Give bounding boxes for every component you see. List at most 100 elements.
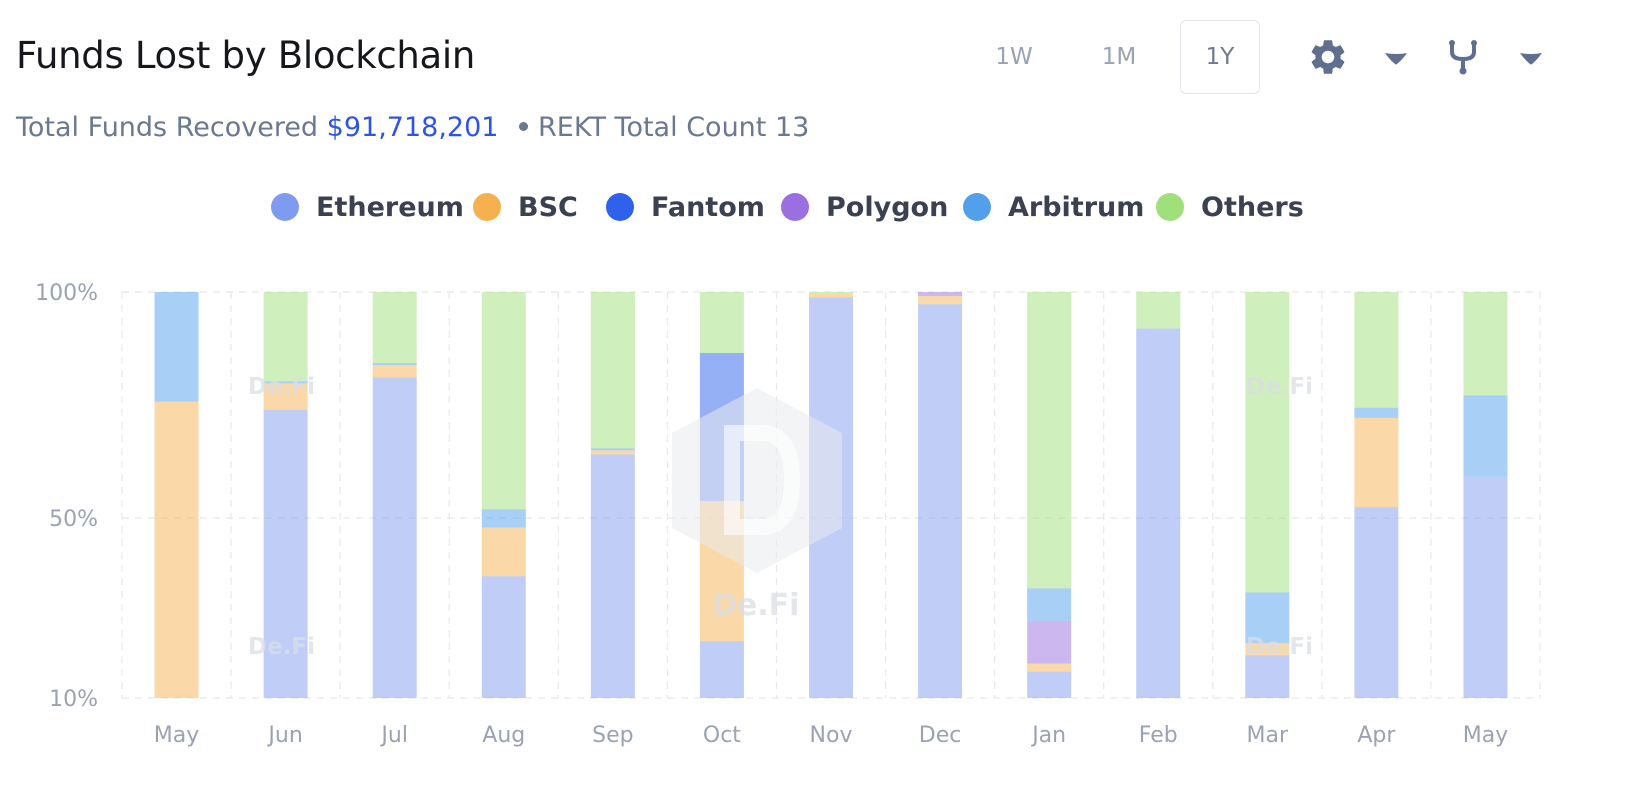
bar-segment-others: [809, 292, 853, 294]
legend-label: Others: [1201, 191, 1304, 223]
legend-item-others[interactable]: Others: [1156, 187, 1304, 227]
gear-icon: [1311, 40, 1345, 74]
x-tick-label: Dec: [919, 723, 962, 748]
fork-icon: [1449, 40, 1477, 75]
y-tick-label: 100%: [35, 281, 98, 306]
bar-segment-others: [481, 292, 526, 510]
chart-type-button[interactable]: [1447, 40, 1479, 80]
range-1w-button[interactable]: 1W: [995, 44, 1033, 70]
watermark-text: De.Fi: [248, 374, 315, 400]
legend-label: Fantom: [651, 191, 765, 223]
bar-segment-others: [1463, 292, 1508, 396]
legend-label: Arbitrum: [1008, 191, 1145, 223]
x-tick-label: Jul: [379, 723, 408, 748]
bar-segment-ethereum: [1463, 476, 1508, 698]
bar-segment-others: [590, 292, 635, 449]
x-tick-label: Aug: [482, 723, 525, 748]
watermark-logo: [672, 388, 842, 573]
bar-segment-others: [1354, 292, 1399, 408]
x-tick-label: Jan: [1030, 723, 1066, 748]
legend-label: Polygon: [826, 191, 949, 223]
bar-segment-others: [699, 292, 744, 353]
x-tick-label: Oct: [703, 723, 741, 748]
legend-item-arbitrum[interactable]: Arbitrum: [963, 187, 1144, 227]
bar-segment-arbitrum: [590, 448, 635, 451]
legend-swatch: [781, 193, 809, 221]
settings-button[interactable]: [1307, 36, 1349, 82]
bar-segment-bsc: [1354, 417, 1399, 508]
legend-swatch: [473, 193, 501, 221]
x-tick-label: May: [1463, 723, 1508, 748]
watermark-text: De.Fi: [248, 634, 315, 660]
bar-segment-bsc: [809, 293, 853, 298]
bar-segment-bsc: [1027, 663, 1072, 672]
legend-swatch: [271, 193, 299, 221]
legend-item-bsc[interactable]: BSC: [473, 187, 578, 227]
bar-segment-others: [1136, 292, 1181, 329]
x-tick-label: Jun: [266, 723, 302, 748]
range-1y-button[interactable]: 1Y: [1180, 20, 1260, 94]
chart-type-menu-button[interactable]: [1519, 50, 1543, 69]
bar-segment-ethereum: [918, 304, 963, 698]
bar-segment-ethereum: [1027, 671, 1072, 698]
bar-segment-arbitrum: [1354, 407, 1399, 418]
bar-segment-polygon: [918, 292, 963, 297]
y-tick-label: 50%: [49, 507, 98, 532]
bar-segment-arbitrum: [154, 292, 199, 402]
bar-segment-arbitrum: [481, 509, 526, 528]
bar-segment-bsc: [590, 450, 635, 455]
legend-item-ethereum[interactable]: Ethereum: [271, 187, 464, 227]
legend-swatch: [963, 193, 991, 221]
legend-swatch: [606, 193, 634, 221]
watermark-text: De.Fi: [712, 588, 799, 623]
watermark-text: De.Fi: [1246, 374, 1313, 400]
bar-segment-ethereum: [1245, 655, 1290, 698]
bar-segment-bsc: [918, 296, 963, 305]
watermark-text: De.Fi: [1246, 634, 1313, 660]
bar-segment-arbitrum: [263, 381, 308, 384]
legend-item-polygon[interactable]: Polygon: [781, 187, 948, 227]
bar-segment-ethereum: [1354, 507, 1399, 698]
page-title: Funds Lost by Blockchain: [16, 34, 476, 77]
caret-down-icon: [1520, 53, 1542, 65]
separator-dot: [519, 122, 529, 131]
bar-segment-ethereum: [263, 409, 308, 698]
bar-segment-polygon: [1027, 620, 1072, 664]
bar-segment-ethereum: [372, 377, 417, 698]
bar-segment-arbitrum: [1463, 395, 1508, 477]
summary-line: Total Funds Recovered $91,718,201 REKT T…: [16, 112, 809, 143]
x-tick-label: Apr: [1357, 723, 1396, 748]
bar-segment-ethereum: [481, 576, 526, 698]
rekt-count: REKT Total Count 13: [538, 112, 810, 143]
bar-segment-ethereum: [590, 454, 635, 698]
bar-segment-others: [1027, 292, 1072, 589]
legend-label: Ethereum: [316, 191, 464, 223]
legend-swatch: [1156, 193, 1184, 221]
y-tick-label: 10%: [49, 687, 98, 712]
x-tick-label: Feb: [1139, 723, 1178, 748]
settings-menu-button[interactable]: [1384, 50, 1408, 69]
bar-segment-arbitrum: [372, 363, 417, 366]
bar-segment-others: [1245, 292, 1290, 593]
x-tick-label: May: [154, 723, 199, 748]
bar-segment-arbitrum: [1245, 592, 1290, 644]
legend-label: BSC: [518, 191, 578, 223]
caret-down-icon: [1385, 53, 1407, 65]
bar-segment-ethereum: [699, 641, 744, 698]
bar-segment-bsc: [372, 365, 417, 378]
chart-legend: Ethereum BSC Fantom Polygon Arbitrum Oth…: [0, 187, 1636, 227]
bar-segment-others: [372, 292, 417, 364]
bar-segment-bsc: [263, 383, 308, 410]
x-tick-label: Nov: [810, 723, 853, 748]
legend-item-fantom[interactable]: Fantom: [606, 187, 765, 227]
watermark-logo-mark: [724, 425, 801, 535]
x-tick-label: Sep: [592, 723, 633, 748]
range-1m-button[interactable]: 1M: [1101, 44, 1137, 70]
bar-segment-ethereum: [1136, 328, 1181, 698]
bar-segment-bsc: [481, 527, 526, 577]
bar-segment-bsc: [1245, 643, 1290, 656]
bar-segment-bsc: [154, 401, 199, 698]
total-recovered-value: $91,718,201: [326, 112, 499, 143]
x-tick-label: Mar: [1247, 723, 1289, 748]
total-recovered-label: Total Funds Recovered: [16, 112, 319, 143]
